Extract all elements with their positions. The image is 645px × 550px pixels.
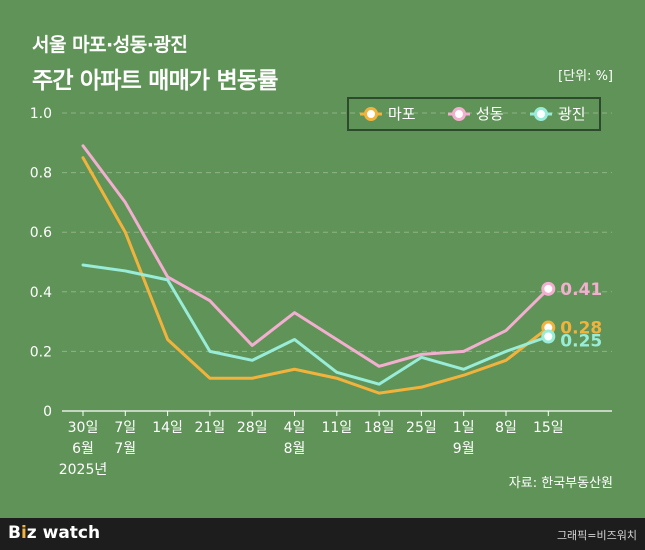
legend-label-mapo: 마포 [388, 105, 416, 123]
end-value-label-mapo: 0.28 [560, 319, 602, 339]
logo-letter-i: i [20, 523, 27, 543]
y-tick-label: 1.0 [30, 106, 52, 122]
end-value-label-gwangjin: 0.25 [560, 332, 602, 352]
chart-title-line1: 서울 마포·성동·광진 [32, 34, 188, 56]
x-tick-label: 11일 [321, 420, 352, 436]
x-tick-label: 14일 [152, 420, 183, 436]
y-tick-label: 0.2 [30, 344, 52, 360]
x-month-label: 8월 [284, 441, 306, 457]
x-tick-label: 8일 [495, 420, 517, 436]
y-tick-label: 0.8 [30, 166, 52, 182]
legend-swatch-marker-mapo [364, 107, 378, 121]
logo-text: z watch [26, 523, 101, 543]
line-chart: 0 0.2 0.4 0.6 0.8 1.0 30일 7일 14일 21일 28일 4일 11일 18일 25… [30, 97, 612, 478]
y-tick-label: 0.6 [30, 225, 52, 241]
x-month-label: 7월 [114, 441, 136, 457]
x-year-label: 2025년 [59, 462, 108, 478]
x-tick-label: 21일 [195, 420, 226, 436]
logo-letter-b: B [8, 523, 21, 543]
x-tick-label: 15일 [533, 420, 564, 436]
legend-box [347, 97, 601, 131]
chart-card: 서울 마포·성동·광진 주간 아파트 매매가 변동률 [단위: %] 0 0.2 0… [29, 34, 613, 491]
legend-label-gwangjin: 광진 [558, 105, 586, 123]
series-line-seongdong [81, 144, 550, 368]
legend-swatch-marker-gwangjin [534, 107, 548, 121]
footer-bar: Biz watch 그래픽=비즈워치 [0, 518, 645, 550]
graphic-credit: 그래픽=비즈워치 [556, 529, 637, 542]
x-month-label: 6월 [72, 441, 94, 457]
legend-swatch-marker-seongdong [452, 107, 466, 121]
x-month-label: 9월 [453, 441, 475, 457]
bizwatch-logo: Biz watch [8, 523, 100, 543]
x-tick-label: 25일 [406, 420, 437, 436]
source-label: 자료: 한국부동산원 [508, 476, 613, 491]
end-value-label-seongdong: 0.41 [560, 280, 602, 300]
unit-label: [단위: %] [558, 69, 613, 84]
x-tick-label: 18일 [364, 420, 395, 436]
x-tick-label: 1일 [453, 420, 475, 436]
series-line-mapo [81, 156, 550, 395]
x-tick-label: 30일 [68, 420, 99, 436]
chart-title-line2: 주간 아파트 매매가 변동률 [32, 68, 278, 94]
y-tick-label: 0 [43, 404, 52, 420]
y-tick-label: 0.4 [30, 285, 52, 301]
legend-label-seongdong: 성동 [476, 105, 504, 123]
x-tick-label: 28일 [237, 420, 268, 436]
x-tick-label: 7일 [114, 420, 136, 436]
end-marker-seongdong [541, 281, 556, 296]
series-line-gwangjin [81, 263, 550, 386]
end-marker-gwangjin [541, 329, 556, 344]
x-tick-label: 4일 [284, 420, 306, 436]
